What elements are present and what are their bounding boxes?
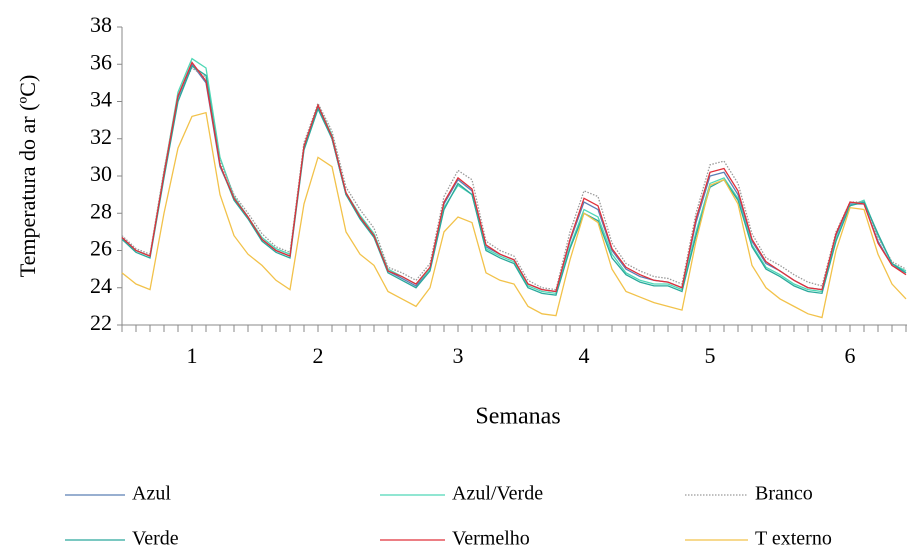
series-line xyxy=(121,111,907,319)
series-line xyxy=(121,67,907,291)
series-line xyxy=(121,61,907,293)
y-tick-label: 34 xyxy=(90,87,112,112)
x-axis-title: Semanas xyxy=(475,404,560,430)
legend-label: Verde xyxy=(132,528,179,550)
y-tick-label: 26 xyxy=(90,236,112,261)
y-tick-label: 28 xyxy=(90,198,112,223)
x-tick-label: 3 xyxy=(453,343,464,368)
x-tick-label: 1 xyxy=(187,343,198,368)
y-tick-label: 32 xyxy=(90,124,112,149)
legend-label: Branco xyxy=(755,483,813,505)
y-axis-title: Temperatura do ar (ºC) xyxy=(15,75,40,278)
y-tick-label: 38 xyxy=(90,12,112,37)
series-line xyxy=(121,65,907,296)
y-tick-label: 36 xyxy=(90,49,112,74)
series-line xyxy=(121,62,907,293)
y-tick-label: 24 xyxy=(90,273,112,298)
x-tick-label: 6 xyxy=(845,343,856,368)
x-tick-label: 4 xyxy=(579,343,590,368)
legend-label: Vermelho xyxy=(452,528,530,550)
y-tick-label: 30 xyxy=(90,161,112,186)
y-tick-label: 22 xyxy=(90,310,112,335)
legend-label: T externo xyxy=(755,528,832,550)
x-tick-label: 5 xyxy=(705,343,716,368)
x-tick-label: 2 xyxy=(313,343,324,368)
legend-label: Azul xyxy=(132,483,171,505)
series-line xyxy=(121,57,907,295)
legend-label: Azul/Verde xyxy=(452,483,543,505)
